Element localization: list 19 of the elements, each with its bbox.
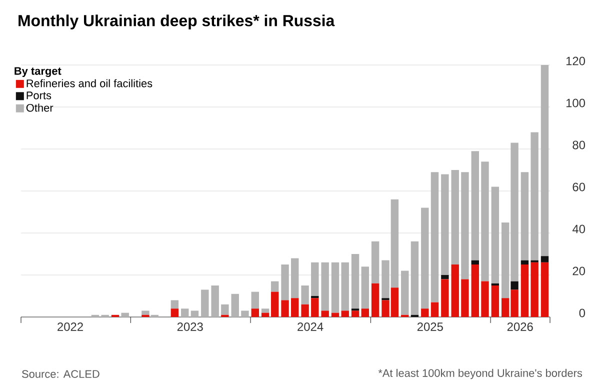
x-tick-label: 2026 (507, 322, 533, 331)
y-tick-label: 100 (566, 98, 586, 108)
y-tick-label: 80 (572, 140, 586, 150)
text: *At least 100km beyond Ukraine's borders (378, 368, 582, 380)
x-tick-label: 2024 (298, 322, 324, 331)
y-tick-label: 20 (572, 266, 586, 276)
source-note: Source: ACLED (22, 370, 100, 378)
x-tick-label: 2023 (177, 322, 203, 331)
legend-label: Refineries and oil facilities (26, 79, 152, 88)
y-tick-label: 40 (572, 224, 586, 234)
legend-label: Ports (26, 92, 52, 100)
x-tick-label: 2025 (417, 322, 443, 331)
y-tick-label: 120 (566, 56, 586, 66)
legend-title: By target (14, 67, 62, 78)
x-tick-label: 2022 (58, 322, 83, 331)
y-tick-label: 60 (572, 182, 586, 192)
legend-label: Other (26, 104, 54, 112)
y-tick-label: 0 (579, 308, 586, 318)
chart-title: Monthly Ukrainian deep strikes* in Russia (18, 14, 335, 30)
